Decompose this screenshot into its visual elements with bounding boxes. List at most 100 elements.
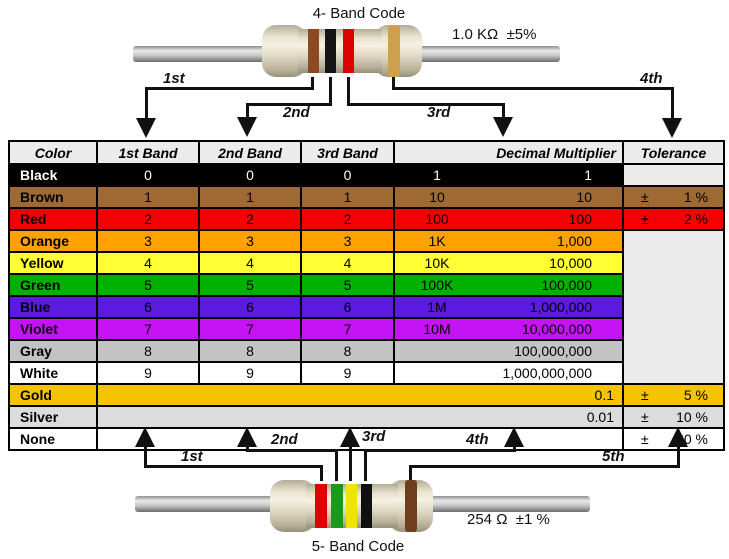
multiplier-cell: 1K 1,000 [393,229,624,253]
bottom-arrow-1st-vline [144,445,147,468]
top-arrow-3rd-vline [502,103,505,119]
top-band-4-gold [388,25,400,77]
top-band-2-black [325,29,336,73]
band2-value: 9 [198,361,302,385]
top-arrow-4th-band-line [392,77,395,90]
multiplier-value: 1,000,000 [529,299,592,315]
bottom-arrow-2nd-hline [246,449,338,452]
bottom-arrow-1st-hline [144,465,323,468]
tolerance-value: 2 % [683,211,708,227]
tolerance-cell: ±5 % [622,383,725,407]
multiplier-shorthand: 1K [428,233,446,249]
four-band-title: 4- Band Code [312,5,406,22]
bottom-arrow-1st-label: 1st [181,448,203,465]
color-name: Black [8,163,98,187]
bottom-arrow-2nd-vline [246,445,249,452]
band3-value: 2 [300,207,395,231]
color-name: None [8,427,98,451]
bottom-arrow-1st-band-line [320,465,323,481]
bottom-resistor-value: 254 Ω ±1 % [467,511,550,528]
bottom-band-2-green [331,484,343,528]
color-name: White [8,361,98,385]
multiplier-value: 1,000,000,000 [502,365,592,381]
table-row-none: None ±20 % [8,427,725,451]
band1-value: 5 [96,273,200,297]
multiplier-value: 10,000,000 [521,321,592,337]
top-arrow-2nd-hline [246,103,332,106]
five-band-title: 5- Band Code [311,538,405,555]
color-name: Gold [8,383,98,407]
color-code-table: Color 1st Band 2nd Band 3rd Band Decimal… [8,140,725,451]
multiplier-merged-cell: 0.1 [96,383,624,407]
top-arrow-2nd-label: 2nd [283,104,310,121]
bottom-arrow-5th-hline [409,465,680,468]
multiplier-value: 100,000 [541,277,592,293]
bottom-band-1-red [315,484,327,528]
multiplier-merged-cell [96,427,624,451]
multiplier-value: 100 [568,211,592,227]
band2-value: 6 [198,295,302,319]
color-name: Red [8,207,98,231]
band1-value: 2 [96,207,200,231]
top-arrow-1st-band-line [311,77,314,90]
tolerance-cell: ±1 % [622,185,725,209]
band3-value: 1 [300,185,395,209]
band3-value: 3 [300,229,395,253]
header-color: Color [8,140,98,165]
top-arrow-4th-arrowhead-icon [662,118,682,138]
multiplier-cell: 1,000,000,000 [393,361,624,385]
table-row-gold: Gold 0.1 ±5 % [8,383,725,407]
bottom-band-4-black [361,484,372,528]
header-1st-band: 1st Band [96,140,200,165]
color-name: Green [8,273,98,297]
multiplier-value: 10 [576,189,592,205]
table-row-green: Green 5 5 5 100K 100,000 [8,273,724,297]
table-row-yellow: Yellow 4 4 4 10K 10,000 [8,251,724,275]
top-band-1-brown [308,29,319,73]
table-row-red: Red 2 2 2 100 100 ±2 % [8,207,725,231]
tolerance-cell-empty [622,163,725,187]
multiplier-cell: 10K 10,000 [393,251,624,275]
bottom-arrow-4th-label: 4th [466,431,489,448]
table-row-violet: Violet 7 7 7 10M 10,000,000 [8,317,724,341]
color-name: Blue [8,295,98,319]
band1-value: 1 [96,185,200,209]
color-name: Yellow [8,251,98,275]
table-header-row: Color 1st Band 2nd Band 3rd Band Decimal… [8,140,725,165]
band1-value: 8 [96,339,200,363]
top-arrow-4th-hline [392,87,674,90]
table-row-white: White 9 9 9 1,000,000,000 [8,361,724,385]
multiplier-shorthand: 10M [423,321,451,337]
table-row-silver: Silver 0.01 ±10 % [8,405,725,429]
top-arrow-4th-label: 4th [640,70,663,87]
tolerance-cell-merged-empty [622,229,725,385]
top-band-3-red [343,29,354,73]
bottom-arrow-3rd-vline [349,445,352,481]
header-3rd-band: 3rd Band [300,140,395,165]
band3-value: 0 [300,163,395,187]
bottom-arrow-4th-arrowhead-icon [504,427,524,447]
tolerance-cell: ±10 % [622,405,725,429]
tolerance-value: 5 % [683,387,708,403]
band1-value: 3 [96,229,200,253]
band2-value: 8 [198,339,302,363]
plus-minus-sign: ± [641,189,649,205]
band3-value: 5 [300,273,395,297]
top-arrow-3rd-band-line [347,77,350,106]
header-decimal-multiplier: Decimal Multiplier [393,140,624,165]
bottom-arrow-4th-band-line [364,449,367,481]
bottom-arrow-2nd-band-line [335,449,338,481]
top-arrow-1st-label: 1st [163,70,185,87]
multiplier-shorthand: 1 [433,167,441,183]
bottom-arrow-4th-vline [513,445,516,452]
bottom-band-3-yellow [346,484,357,528]
bottom-arrow-2nd-arrowhead-icon [237,427,257,447]
multiplier-cell: 1M 1,000,000 [393,295,624,319]
top-arrow-1st-hline [145,87,314,90]
top-arrow-1st-arrowhead-icon [136,118,156,138]
band3-value: 8 [300,339,395,363]
bottom-arrow-5th-band-line [409,465,412,481]
band2-value: 0 [198,163,302,187]
band1-value: 4 [96,251,200,275]
